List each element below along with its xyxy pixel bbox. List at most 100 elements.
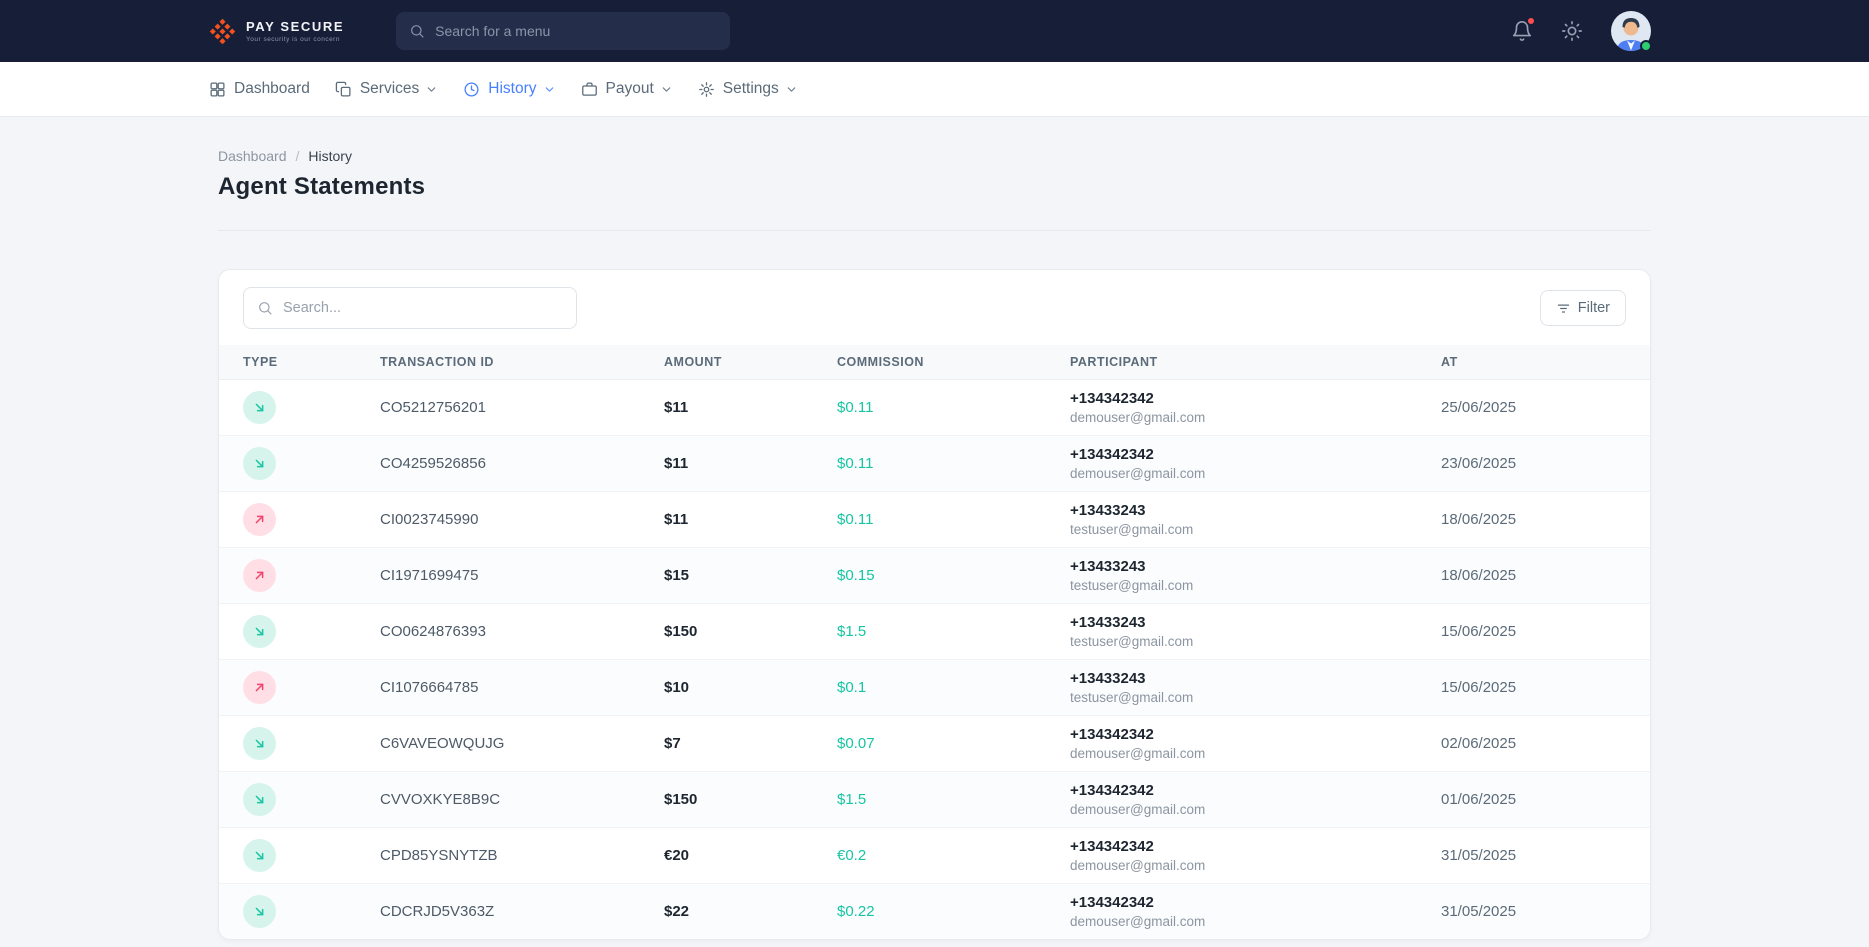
- table-search[interactable]: [243, 287, 577, 329]
- topbar-search-input[interactable]: [435, 23, 718, 39]
- chevron-down-icon: [785, 83, 798, 96]
- participant-phone: +134342342: [1070, 781, 1154, 799]
- date: 18/06/2025: [1441, 490, 1650, 547]
- avatar-image: [1611, 11, 1651, 51]
- page-title: Agent Statements: [218, 173, 426, 200]
- transaction-id: CO4259526856: [380, 434, 664, 491]
- date: 02/06/2025: [1441, 714, 1650, 771]
- arrow-down-right-icon: [252, 736, 267, 751]
- participant-phone: +134342342: [1070, 837, 1154, 855]
- arrow-down-right-icon: [252, 456, 267, 471]
- cash-out-type-badge: [243, 446, 276, 480]
- topbar: PAY SECURE Your security is our concern: [0, 0, 1869, 62]
- participant-email: demouser@gmail.com: [1070, 465, 1206, 481]
- participant-phone: +13433243: [1070, 669, 1146, 687]
- amount: $150: [664, 602, 837, 659]
- filter-icon: [1556, 301, 1571, 316]
- table-row: CO5212756201 $11 $0.11 +134342342 demous…: [219, 379, 1650, 435]
- column-header-at: AT: [1441, 345, 1650, 380]
- cash-in-type-badge: [243, 558, 276, 592]
- nav-item-settings[interactable]: Settings: [698, 80, 798, 98]
- amount: $11: [664, 490, 837, 547]
- topbar-search[interactable]: [396, 12, 731, 50]
- participant-phone: +134342342: [1070, 725, 1154, 743]
- nav-item-dashboard[interactable]: Dashboard: [209, 80, 310, 98]
- filter-button-label: Filter: [1577, 300, 1610, 316]
- date: 25/06/2025: [1441, 398, 1517, 416]
- search-icon: [257, 300, 273, 316]
- participant-email: testuser@gmail.com: [1070, 577, 1194, 593]
- breadcrumb-dashboard-link[interactable]: Dashboard: [218, 148, 287, 164]
- transaction-id: C6VAVEOWQUJG: [380, 714, 664, 771]
- amount: $10: [664, 658, 837, 715]
- column-header-type: TYPE: [219, 345, 380, 380]
- arrow-down-right-icon: [252, 400, 267, 415]
- bell-icon: [1511, 20, 1533, 42]
- brand[interactable]: PAY SECURE Your security is our concern: [209, 18, 344, 45]
- table-row: CO4259526856 $11 $0.11 +134342342 demous…: [219, 434, 1650, 491]
- table-row: CI0023745990 $11 $0.11 +13433243 testuse…: [219, 490, 1650, 547]
- transaction-id: CI0023745990: [380, 490, 664, 547]
- payout-icon: [581, 81, 598, 98]
- commission: $0.07: [837, 714, 1070, 771]
- brand-tagline: Your security is our concern: [246, 36, 340, 43]
- participant-email: testuser@gmail.com: [1070, 633, 1194, 649]
- table-search-input[interactable]: [283, 300, 563, 316]
- brand-name: PAY SECURE: [246, 19, 345, 34]
- search-icon: [409, 23, 425, 39]
- commission: $0.11: [837, 490, 1070, 547]
- participant-phone: +13433243: [1070, 557, 1146, 575]
- logo-icon: [209, 18, 236, 45]
- title-divider: [218, 230, 1651, 231]
- participant-phone: +134342342: [1070, 893, 1154, 911]
- nav-item-payout[interactable]: Payout: [581, 80, 673, 98]
- amount: $22: [664, 882, 837, 939]
- user-avatar[interactable]: [1611, 11, 1652, 52]
- table-row: CO0624876393 $150 $1.5 +13433243 testuse…: [219, 602, 1650, 659]
- commission: $1.5: [837, 602, 1070, 659]
- breadcrumb-current: History: [308, 148, 352, 164]
- services-icon: [335, 81, 352, 98]
- nav-item-services[interactable]: Services: [335, 80, 438, 98]
- arrow-down-right-icon: [252, 624, 267, 639]
- main-content: Dashboard / History Agent Statements Fil…: [0, 117, 1869, 940]
- participant-email: testuser@gmail.com: [1070, 521, 1194, 537]
- breadcrumb: Dashboard / History: [218, 117, 1651, 164]
- participant-phone: +13433243: [1070, 501, 1146, 519]
- participant-email: demouser@gmail.com: [1070, 409, 1206, 425]
- nav-item-history[interactable]: History: [463, 80, 555, 98]
- online-status-dot: [1640, 40, 1652, 52]
- settings-icon: [698, 81, 715, 98]
- table-toolbar: Filter: [219, 270, 1650, 345]
- commission: $0.22: [837, 882, 1070, 939]
- notifications-button[interactable]: [1511, 16, 1536, 42]
- theme-toggle-button[interactable]: [1561, 20, 1583, 42]
- column-header-amount: AMOUNT: [664, 345, 837, 380]
- commission: $0.11: [837, 398, 874, 416]
- amount: $11: [664, 434, 837, 491]
- breadcrumb-separator: /: [295, 148, 300, 164]
- amount: $11: [664, 398, 689, 416]
- cash-out-type-badge: [243, 782, 276, 816]
- notification-badge-dot: [1526, 16, 1536, 26]
- topbar-actions: [1511, 11, 1652, 52]
- chevron-down-icon: [425, 83, 438, 96]
- transaction-id: CO5212756201: [380, 398, 486, 416]
- commission: $1.5: [837, 770, 1070, 827]
- arrow-down-right-icon: [252, 848, 267, 863]
- column-header-transaction-id: TRANSACTION ID: [380, 345, 664, 380]
- transaction-id: CI1971699475: [380, 546, 664, 603]
- date: 15/06/2025: [1441, 658, 1650, 715]
- table-row: C6VAVEOWQUJG $7 $0.07 +134342342 demouse…: [219, 714, 1650, 771]
- date: 23/06/2025: [1441, 434, 1650, 491]
- commission: $0.11: [837, 434, 1070, 491]
- amount: $7: [664, 714, 837, 771]
- date: 15/06/2025: [1441, 602, 1650, 659]
- amount: $15: [664, 546, 837, 603]
- table-row: CI1971699475 $15 $0.15 +13433243 testuse…: [219, 546, 1650, 603]
- filter-button[interactable]: Filter: [1539, 290, 1626, 326]
- arrow-down-right-icon: [252, 792, 267, 807]
- cash-out-type-badge: [243, 726, 276, 760]
- column-header-participant: PARTICIPANT: [1070, 345, 1441, 380]
